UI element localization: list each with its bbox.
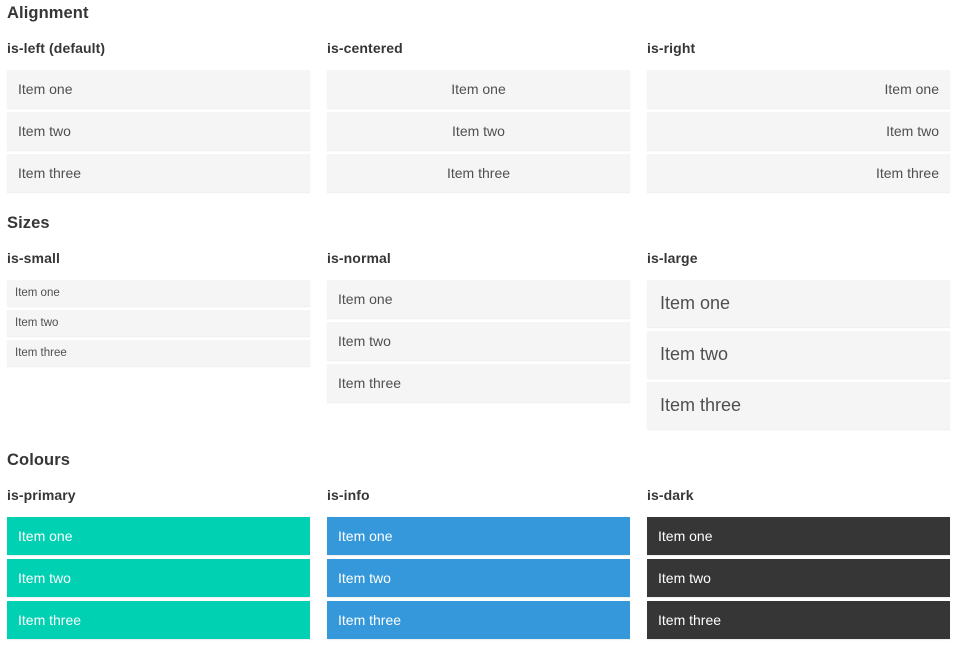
colours-columns: is-primary Item one Item two Item three … [7,471,950,639]
list-item: Item two [7,559,310,597]
group-label-is-left: is-left (default) [7,40,106,56]
list-item: Item one [7,280,310,306]
section-title-sizes: Sizes [7,214,50,232]
group-is-large: is-large Item one Item two Item three [647,234,950,429]
group-label-is-centered: is-centered [327,40,403,56]
list-item: Item one [647,70,950,108]
list-item: Item two [327,322,630,360]
list-item: Item one [7,517,310,555]
list-item: Item two [647,559,950,597]
list-item: Item one [647,517,950,555]
section-alignment: Alignment is-left (default) Item one Ite… [7,2,950,192]
list-is-normal: Item one Item two Item three [327,280,630,402]
list-is-large: Item one Item two Item three [647,280,950,429]
section-title-alignment: Alignment [7,4,89,22]
group-is-small: is-small Item one Item two Item three [7,234,310,366]
list-item: Item three [647,154,950,192]
group-is-normal: is-normal Item one Item two Item three [327,234,630,402]
list-item: Item two [647,331,950,378]
list-item: Item three [7,601,310,639]
group-is-right: is-right Item one Item two Item three [647,24,950,192]
list-item: Item three [647,601,950,639]
list-is-info: Item one Item two Item three [327,517,630,639]
list-item: Item two [647,112,950,150]
list-item: Item one [327,280,630,318]
list-is-centered: Item one Item two Item three [327,70,630,192]
list-item: Item three [647,382,950,429]
group-label-is-dark: is-dark [647,487,694,503]
group-label-is-info: is-info [327,487,370,503]
list-item: Item two [7,112,310,150]
group-label-is-large: is-large [647,250,698,266]
section-title-colours: Colours [7,451,71,469]
list-is-right: Item one Item two Item three [647,70,950,192]
group-label-is-normal: is-normal [327,250,391,266]
list-is-left: Item one Item two Item three [7,70,310,192]
group-label-is-right: is-right [647,40,696,56]
list-item: Item three [327,364,630,402]
group-label-is-primary: is-primary [7,487,76,503]
list-item: Item one [327,70,630,108]
list-is-dark: Item one Item two Item three [647,517,950,639]
group-label-is-small: is-small [7,250,60,266]
list-item: Item two [327,559,630,597]
sizes-columns: is-small Item one Item two Item three is… [7,234,950,429]
group-is-info: is-info Item one Item two Item three [327,471,630,639]
list-item: Item three [7,154,310,192]
list-item: Item three [327,154,630,192]
list-item: Item one [647,280,950,327]
group-is-dark: is-dark Item one Item two Item three [647,471,950,639]
list-is-small: Item one Item two Item three [7,280,310,366]
list-item: Item three [7,340,310,366]
section-sizes: Sizes is-small Item one Item two Item th… [7,212,950,429]
list-item: Item two [327,112,630,150]
list-is-primary: Item one Item two Item three [7,517,310,639]
section-colours: Colours is-primary Item one Item two Ite… [7,449,950,639]
alignment-columns: is-left (default) Item one Item two Item… [7,24,950,192]
group-is-centered: is-centered Item one Item two Item three [327,24,630,192]
list-item: Item two [7,310,310,336]
list-item: Item three [327,601,630,639]
list-item: Item one [7,70,310,108]
list-item: Item one [327,517,630,555]
group-is-primary: is-primary Item one Item two Item three [7,471,310,639]
group-is-left: is-left (default) Item one Item two Item… [7,24,310,192]
